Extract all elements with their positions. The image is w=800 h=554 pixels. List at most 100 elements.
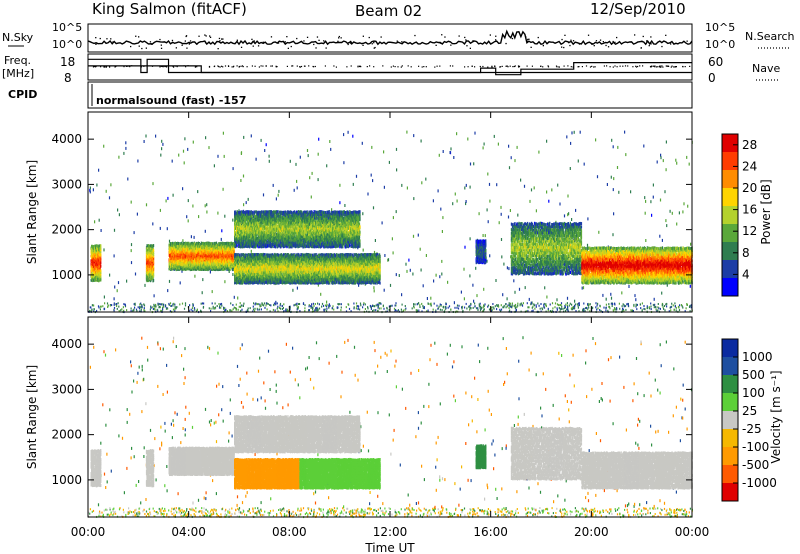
ground-scatter-cell bbox=[539, 305, 540, 307]
nave-point bbox=[617, 66, 618, 67]
sparse-scatter-cell bbox=[474, 132, 475, 135]
ground-scatter-cell bbox=[430, 303, 431, 305]
ground-scatter-cell bbox=[261, 302, 262, 304]
ground-scatter-cell bbox=[387, 308, 388, 310]
ground-scatter-cell bbox=[263, 304, 264, 306]
nave-point bbox=[573, 66, 574, 67]
ground-scatter-cell bbox=[339, 303, 340, 305]
ground-scatter-cell bbox=[254, 308, 255, 310]
sparse-scatter-cell bbox=[413, 134, 414, 137]
nsky-label: N.Sky bbox=[2, 31, 34, 44]
ground-scatter-cell bbox=[479, 303, 480, 305]
ground-scatter-cell bbox=[314, 309, 315, 311]
sparse-scatter-cell bbox=[339, 201, 340, 204]
nave-point bbox=[452, 65, 453, 66]
sparse-scatter-cell bbox=[611, 297, 612, 300]
nsearch-point bbox=[296, 38, 297, 39]
nave-point bbox=[613, 67, 614, 68]
nsearch-point bbox=[271, 36, 272, 37]
ground-scatter-cell bbox=[595, 302, 596, 304]
ground-scatter-cell bbox=[197, 309, 198, 311]
ground-scatter-cell bbox=[579, 304, 580, 306]
ground-scatter-cell bbox=[673, 304, 674, 306]
sparse-scatter-cell bbox=[375, 239, 376, 242]
sparse-scatter-cell bbox=[167, 289, 168, 292]
ground-scatter-cell bbox=[417, 303, 418, 305]
ground-scatter-cell bbox=[649, 306, 650, 308]
nsearch-point bbox=[374, 48, 375, 49]
freq-label: Freq. bbox=[4, 54, 31, 67]
nave-point bbox=[222, 66, 223, 67]
sparse-scatter-cell bbox=[263, 193, 264, 196]
ground-scatter-cell bbox=[192, 307, 193, 309]
sparse-scatter-cell bbox=[466, 184, 467, 187]
ground-scatter-cell bbox=[264, 302, 265, 304]
ground-scatter-cell bbox=[248, 308, 249, 310]
nave-point bbox=[308, 65, 309, 66]
ground-scatter-cell bbox=[194, 307, 195, 309]
ground-scatter-cell bbox=[209, 307, 210, 309]
ground-scatter-cell bbox=[642, 302, 643, 304]
sparse-scatter-cell bbox=[256, 158, 257, 161]
nsearch-point bbox=[464, 37, 465, 38]
ground-scatter-cell bbox=[614, 303, 615, 305]
sparse-scatter-cell bbox=[401, 184, 402, 187]
nave-point bbox=[93, 66, 94, 67]
sparse-scatter-cell bbox=[187, 148, 188, 151]
ground-scatter-cell bbox=[440, 304, 441, 306]
sparse-scatter-cell bbox=[343, 161, 344, 164]
nave-point bbox=[220, 66, 221, 67]
ground-scatter-cell bbox=[273, 309, 274, 311]
nsearch-point bbox=[505, 43, 506, 44]
ground-scatter-cell bbox=[645, 308, 646, 310]
nsearch-point bbox=[381, 36, 382, 37]
nave-point bbox=[259, 66, 260, 67]
sparse-scatter-cell bbox=[634, 294, 635, 297]
nave-point bbox=[578, 66, 579, 67]
nave-point bbox=[397, 66, 398, 67]
ground-scatter-cell bbox=[154, 309, 155, 311]
sparse-scatter-cell bbox=[224, 215, 225, 218]
ground-scatter-cell bbox=[359, 309, 360, 311]
sparse-scatter-cell bbox=[651, 214, 652, 217]
ground-scatter-cell bbox=[90, 306, 91, 308]
ground-scatter-cell bbox=[622, 308, 623, 310]
nave-point bbox=[100, 66, 101, 67]
ground-scatter-cell bbox=[125, 304, 126, 306]
nsearch-point bbox=[531, 47, 532, 48]
sparse-scatter-cell bbox=[686, 156, 687, 159]
ground-scatter-cell bbox=[640, 303, 641, 305]
sparse-scatter-cell bbox=[466, 200, 467, 203]
ground-scatter-cell bbox=[583, 303, 584, 305]
nave-point bbox=[639, 65, 640, 66]
ground-scatter-cell bbox=[419, 304, 420, 306]
sparse-scatter-cell bbox=[134, 231, 135, 234]
sparse-scatter-cell bbox=[487, 208, 488, 211]
ground-scatter-cell bbox=[671, 303, 672, 305]
sparse-scatter-cell bbox=[613, 212, 614, 215]
ground-scatter-cell bbox=[542, 308, 543, 310]
nave-point bbox=[184, 65, 185, 66]
sparse-scatter-cell bbox=[433, 280, 434, 283]
ground-scatter-cell bbox=[170, 302, 171, 304]
ground-scatter-cell bbox=[557, 303, 558, 305]
sparse-scatter-cell bbox=[94, 220, 95, 223]
ground-scatter-cell bbox=[612, 303, 613, 305]
ground-scatter-cell bbox=[473, 307, 474, 309]
nsearch-point bbox=[303, 40, 304, 41]
nsearch-point bbox=[561, 47, 562, 48]
nave-point bbox=[393, 66, 394, 67]
nsearch-point bbox=[251, 39, 252, 40]
nsearch-point bbox=[579, 43, 580, 44]
sparse-scatter-cell bbox=[269, 155, 270, 158]
nsearch-point bbox=[450, 45, 451, 46]
ground-scatter-cell bbox=[373, 305, 374, 307]
nsearch-point bbox=[459, 35, 460, 36]
ground-scatter-cell bbox=[315, 307, 316, 309]
ground-scatter-cell bbox=[498, 304, 499, 306]
ground-scatter-cell bbox=[221, 305, 222, 307]
ground-scatter-cell bbox=[567, 306, 568, 308]
ground-scatter-cell bbox=[608, 306, 609, 308]
nave-point bbox=[266, 65, 267, 66]
nave-point bbox=[502, 66, 503, 67]
